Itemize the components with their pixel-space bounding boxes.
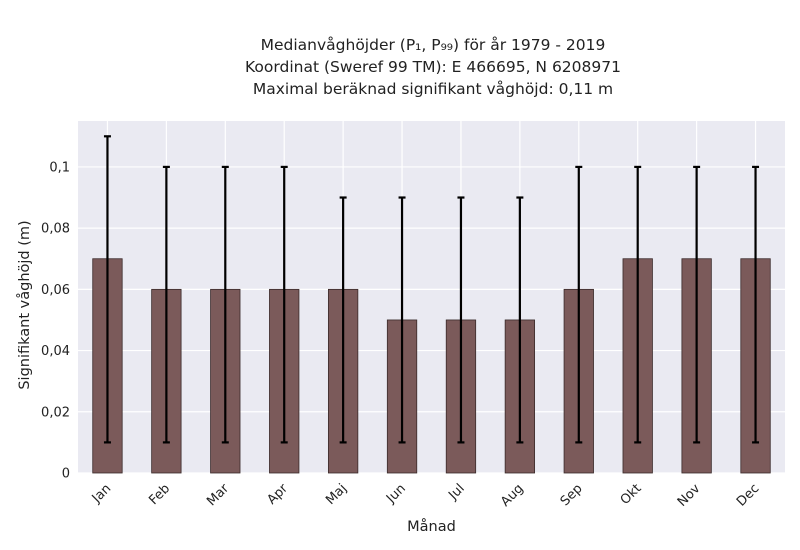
y-tick-labels: 0 0,02 0,04 0,06 0,08 0,1 (41, 160, 70, 481)
chart-title-line-2: Koordinat (Sweref 99 TM): E 466695, N 62… (245, 58, 621, 76)
y-tick-label: 0,04 (41, 344, 70, 359)
x-tick-label-maj: Maj (323, 481, 350, 508)
x-tick-label-dec: Dec (734, 481, 762, 509)
chart-title-line-1: Medianvåghöjder (P₁, P₉₉) för år 1979 - … (260, 36, 606, 54)
x-tick-label-jun: Jun (383, 481, 409, 507)
x-tick-label-sep: Sep (558, 481, 586, 509)
x-tick-labels: Jan Feb Mar Apr Maj Jun Jul Aug Sep Okt Nov Dec (89, 481, 763, 510)
error-bars (103, 135, 760, 444)
x-tick-label-apr: Apr (265, 481, 292, 508)
error-bar-dec (752, 165, 760, 444)
x-tick-label-okt: Okt (618, 481, 645, 508)
error-bar-maj (339, 196, 347, 444)
x-tick-label-aug: Aug (498, 481, 527, 510)
error-bar-jan (103, 135, 111, 444)
y-tick-label: 0,02 (41, 405, 70, 420)
y-tick-label: 0,1 (49, 160, 70, 175)
y-tick-label: 0 (62, 467, 70, 482)
y-tick-label: 0,08 (41, 222, 70, 237)
x-tick-label-feb: Feb (146, 481, 173, 508)
error-bar-feb (162, 165, 170, 444)
error-bar-apr (280, 165, 288, 444)
error-bar-aug (516, 196, 524, 444)
chart-title: Medianvåghöjder (P₁, P₉₉) för år 1979 - … (0, 34, 800, 100)
x-tick-label-nov: Nov (675, 481, 704, 510)
error-bar-nov (693, 165, 701, 444)
x-tick-label-jan: Jan (89, 481, 114, 506)
y-axis-label: Signifikant våghöjd (m) (16, 220, 33, 389)
x-tick-label-jul: Jul (445, 481, 467, 503)
plot-area (78, 121, 785, 473)
chart-title-line-3: Maximal beräknad signifikant våghöjd: 0,… (252, 80, 614, 98)
error-bar-jul (457, 196, 465, 444)
error-bar-sep (575, 165, 583, 444)
y-tick-label: 0,06 (41, 283, 70, 298)
error-bar-mar (221, 165, 229, 444)
x-tick-label-mar: Mar (204, 481, 232, 509)
x-axis-label: Månad (407, 518, 456, 535)
error-bar-okt (634, 165, 642, 444)
error-bar-jun (398, 196, 406, 444)
